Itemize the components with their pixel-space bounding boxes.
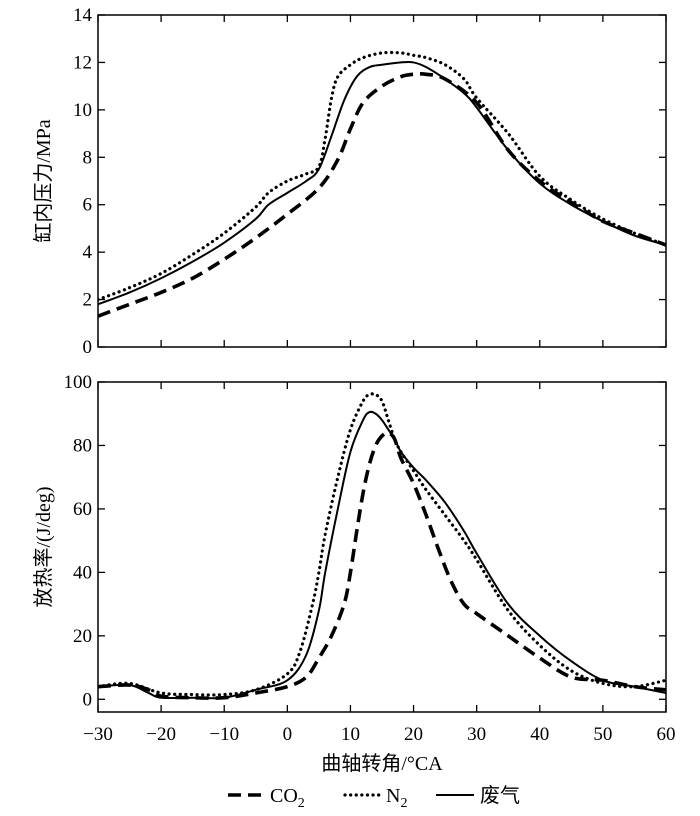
heat-release-x-tick-label: 50	[593, 724, 612, 745]
heat-release-x-tick-label: 20	[404, 724, 423, 745]
heat-release-series-co2-line	[98, 430, 666, 700]
pressure-y-tick-label: 0	[83, 337, 93, 358]
heat-release-x-tick-label: 30	[467, 724, 486, 745]
legend-label-base: N	[386, 785, 400, 807]
pressure-series-co2-line	[98, 72, 666, 318]
legend: CO2 N2 废气	[228, 784, 520, 811]
heat-release-x-tick-label: −10	[209, 724, 239, 745]
heat-release-x-tick-label: −30	[83, 724, 113, 745]
pressure-series-n2-line	[98, 50, 666, 302]
heat-release-x-axis-label: 曲轴转角/°CA	[321, 752, 443, 775]
pressure-chart-panel: 0 2 4 6 8 10 12 14 缸内压力/MPa	[32, 5, 667, 358]
heat-release-series-n2-line	[98, 392, 666, 697]
legend-label-base: CO	[270, 785, 298, 807]
pressure-y-tick-label: 12	[73, 52, 92, 73]
heat-release-x-tick-label: 0	[283, 724, 293, 745]
pressure-y-tick-label: 4	[83, 242, 93, 263]
heat-release-x-tick-label: 40	[530, 724, 549, 745]
pressure-y-tick-label: 8	[83, 147, 93, 168]
legend-label-n2: N2	[386, 785, 407, 811]
heat-release-y-tick-label: 100	[64, 372, 93, 393]
heat-release-plot-frame	[97, 381, 667, 713]
legend-label-base: 废气	[480, 784, 520, 807]
heat-release-x-tick-label: 10	[341, 724, 360, 745]
heat-release-y-axis-label: 放热率/(J/deg)	[32, 486, 55, 607]
heat-release-y-tick-label: 0	[83, 689, 93, 710]
heat-release-chart-panel: −30 −20 −10 0 10 20 30 40 50 60 0 20 40 60 80 100 放热率/(J…	[32, 372, 676, 775]
pressure-series-exhaust-line	[98, 60, 666, 306]
heat-release-y-tick-label: 40	[73, 562, 92, 583]
pressure-plot-frame	[97, 14, 667, 348]
pressure-y-axis-label: 缸内压力/MPa	[32, 119, 55, 242]
legend-label-exhaust: 废气	[480, 784, 520, 807]
pressure-y-tick-label: 14	[73, 5, 93, 26]
heat-release-y-tick-label: 60	[73, 499, 92, 520]
heat-release-y-tick-label: 80	[73, 435, 92, 456]
legend-label-subscript: 2	[400, 796, 407, 811]
pressure-y-tick-label: 10	[73, 100, 92, 121]
heat-release-x-tick-label: −20	[146, 724, 176, 745]
pressure-y-tick-label: 2	[83, 290, 93, 311]
heat-release-y-tick-label: 20	[73, 626, 92, 647]
pressure-y-tick-label: 6	[83, 195, 93, 216]
heat-release-series-exhaust-line	[98, 410, 666, 700]
heat-release-x-tick-label: 60	[657, 724, 676, 745]
legend-label-subscript: 2	[298, 796, 305, 811]
legend-label-co2: CO2	[270, 785, 305, 811]
